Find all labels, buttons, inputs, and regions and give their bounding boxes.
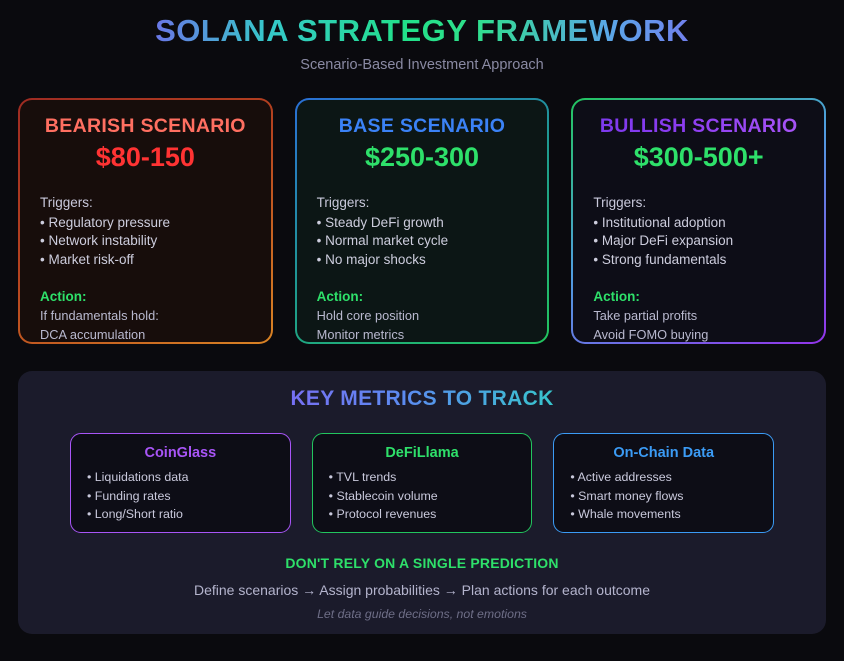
- page-title: SOLANA STRATEGY FRAMEWORK: [0, 12, 844, 49]
- action-list-base: Hold core position Monitor metrics: [317, 307, 528, 343]
- action-label-bullish: Action:: [593, 289, 640, 305]
- footer-headline: DON'T RELY ON A SINGLE PREDICTION: [285, 555, 559, 572]
- page-header: SOLANA STRATEGY FRAMEWORK Scenario-Based…: [0, 0, 844, 73]
- list-item: Normal market cycle: [317, 232, 528, 251]
- metric-card-coinglass: CoinGlass Liquidations data Funding rate…: [70, 433, 291, 534]
- triggers-label-base: Triggers:: [316, 194, 370, 210]
- scenario-price-bearish: $80-150: [95, 141, 195, 172]
- triggers-list-base: Steady DeFi growth Normal market cycle N…: [317, 214, 528, 270]
- page-subtitle: Scenario-Based Investment Approach: [300, 57, 544, 74]
- list-item: DCA accumulation: [40, 326, 146, 342]
- list-item: Hold core position: [316, 308, 420, 324]
- footer-flow-text: Define scenarios → Assign probabilities …: [193, 582, 650, 599]
- metric-list-onchain: Active addresses Smart money flows Whale…: [570, 468, 757, 523]
- scenario-cards-row: BEARISH SCENARIO $80-150 Triggers: Regul…: [18, 98, 827, 345]
- list-item: Monitor metrics: [316, 326, 405, 342]
- list-item: Network instability: [40, 232, 251, 251]
- metric-card-title-coinglass: CoinGlass: [144, 445, 217, 462]
- list-item: TVL trends: [329, 468, 516, 486]
- triggers-list-bullish: Institutional adoption Major DeFi expans…: [593, 214, 804, 270]
- triggers-label-bearish: Triggers:: [40, 194, 93, 210]
- list-item: Regulatory pressure: [40, 214, 251, 233]
- metric-list-coinglass: Liquidations data Funding rates Long/Sho…: [87, 468, 274, 523]
- list-item: Major DeFi expansion: [593, 232, 804, 251]
- scenario-title-bullish: BULLISH SCENARIO: [593, 114, 804, 138]
- key-metrics-title: KEY METRICS TO TRACK: [40, 387, 804, 411]
- scenario-card-base: BASE SCENARIO $250-300 Triggers: Steady …: [294, 98, 550, 345]
- scenario-price-base: $250-300: [364, 141, 480, 172]
- scenario-title-bearish: BEARISH SCENARIO: [44, 115, 246, 138]
- triggers-label-bullish: Triggers:: [593, 194, 647, 210]
- key-metrics-panel: KEY METRICS TO TRACK CoinGlass Liquidati…: [18, 371, 826, 635]
- list-item: No major shocks: [317, 251, 528, 270]
- list-item: Smart money flows: [570, 487, 757, 505]
- list-item: Protocol revenues: [329, 505, 516, 523]
- action-label-bearish: Action:: [40, 289, 87, 305]
- scenario-card-bearish: BEARISH SCENARIO $80-150 Triggers: Regul…: [18, 98, 273, 345]
- action-label-base: Action:: [316, 289, 364, 305]
- metric-list-defillama: TVL trends Stablecoin volume Protocol re…: [329, 468, 516, 523]
- list-item: Funding rates: [87, 487, 274, 505]
- list-item: Steady DeFi growth: [317, 214, 528, 233]
- metric-card-defillama: DeFiLlama TVL trends Stablecoin volume P…: [311, 433, 533, 534]
- action-list-bullish: Take partial profits Avoid FOMO buying: [593, 307, 804, 343]
- list-item: Whale movements: [570, 505, 757, 523]
- triggers-list-bearish: Regulatory pressure Network instability …: [40, 214, 251, 270]
- list-item: Long/Short ratio: [87, 505, 274, 523]
- scenario-title-base: BASE SCENARIO: [338, 115, 506, 138]
- scenario-card-bullish: BULLISH SCENARIO $300-500+ Triggers: Ins…: [571, 98, 827, 345]
- scenario-price-bullish: $300-500+: [633, 141, 764, 172]
- list-item: Avoid FOMO buying: [593, 326, 709, 342]
- list-item: Take partial profits: [593, 308, 698, 324]
- list-item: Active addresses: [570, 468, 757, 486]
- list-item: Liquidations data: [87, 468, 274, 486]
- footer-note: Let data guide decisions, not emotions: [317, 607, 527, 622]
- metric-cards-row: CoinGlass Liquidations data Funding rate…: [70, 433, 775, 534]
- list-item: Institutional adoption: [593, 214, 804, 233]
- action-list-bearish: If fundamentals hold: DCA accumulation: [40, 307, 251, 343]
- metric-card-title-onchain: On-Chain Data: [613, 445, 715, 462]
- list-item: Stablecoin volume: [329, 487, 516, 505]
- list-item: If fundamentals hold:: [40, 308, 159, 324]
- metric-card-onchain: On-Chain Data Active addresses Smart mon…: [553, 433, 775, 534]
- list-item: Market risk-off: [40, 251, 251, 270]
- metric-card-title-defillama: DeFiLlama: [385, 445, 459, 462]
- footer-block: DON'T RELY ON A SINGLE PREDICTION Define…: [40, 555, 804, 621]
- list-item: Strong fundamentals: [593, 251, 804, 270]
